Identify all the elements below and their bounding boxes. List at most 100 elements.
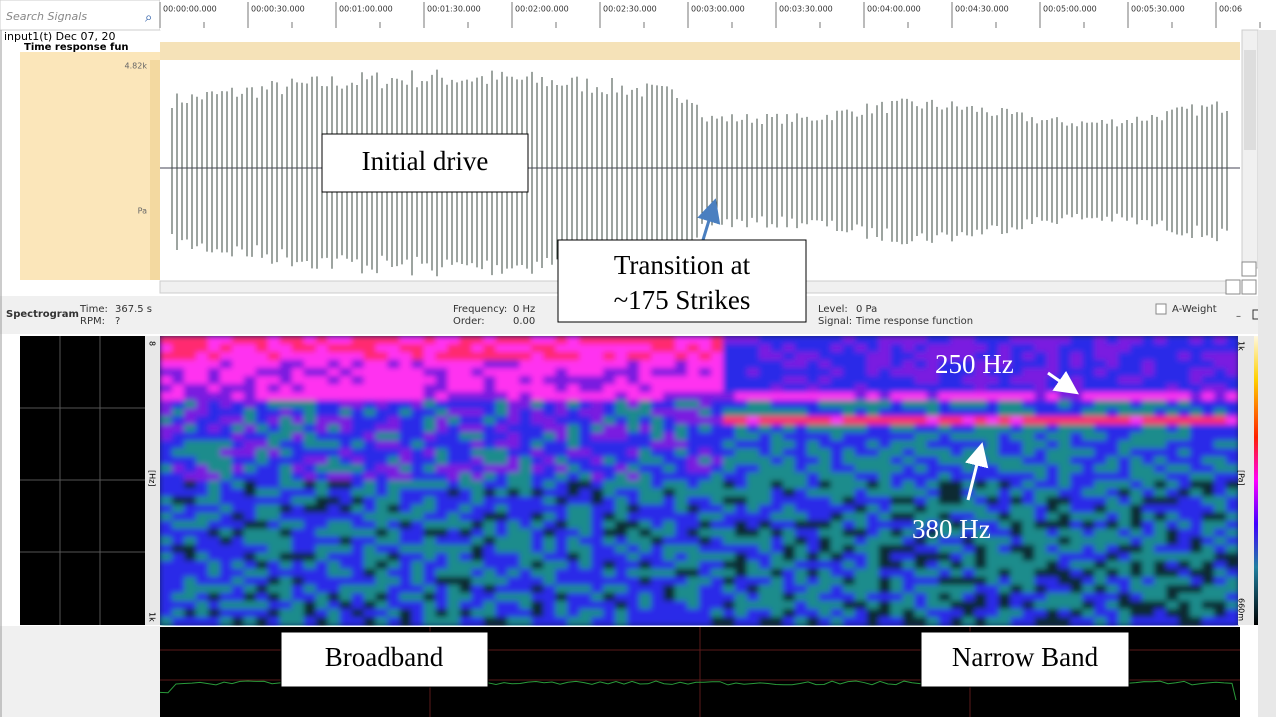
spectrogram-cell	[171, 440, 185, 449]
spectrogram-cell	[207, 424, 221, 433]
checkbox[interactable]	[1155, 303, 1167, 315]
spectrogram-cell	[770, 504, 784, 514]
spectrogram-cell	[603, 520, 616, 530]
spectrogram-cell	[1106, 368, 1119, 377]
spectrogram-cell	[782, 536, 796, 546]
spectrogram-cell	[603, 400, 616, 409]
spectrogram-cell	[1202, 432, 1215, 441]
spectrogram-cell	[507, 400, 520, 409]
spectrogram-cell	[914, 568, 928, 578]
spectrogram-cell	[1130, 544, 1143, 554]
spectrogram-cell	[1130, 608, 1143, 618]
spectrogram-cell	[722, 400, 736, 409]
minimize-button[interactable]: –	[1236, 311, 1241, 322]
spectrogram-cell	[806, 552, 820, 562]
spectrogram-cell	[1154, 464, 1167, 474]
spectrogram-cell	[531, 536, 544, 546]
value: 0 Hz	[513, 304, 535, 315]
spectrogram-cell	[327, 464, 341, 474]
spectrogram-cell	[471, 560, 484, 570]
spectrogram-cell	[806, 528, 820, 538]
spectrogram-cell	[399, 568, 413, 578]
spectrogram-cell	[567, 576, 580, 586]
spectrogram-cell	[878, 376, 892, 385]
spectrogram-cell	[1010, 544, 1023, 554]
spectrogram-cell	[243, 592, 257, 602]
spectrogram-cell	[687, 520, 700, 530]
spectrogram-cell	[459, 472, 473, 482]
spectrogram-cell	[1034, 616, 1047, 626]
spectrogram-cell	[279, 512, 293, 522]
spectrogram-cell	[1058, 448, 1071, 458]
spectrogram-cell	[1166, 440, 1179, 449]
spectrogram-cell	[854, 560, 868, 570]
spectrogram-cell	[1142, 336, 1155, 345]
spectrogram-cell	[1202, 568, 1215, 578]
spectrogram-cell	[651, 600, 664, 610]
spectrogram-cell	[303, 440, 317, 449]
spectrogram-cell	[579, 448, 592, 458]
zoom-button[interactable]	[1241, 261, 1257, 277]
spectrogram-cell	[1142, 552, 1155, 562]
spectrogram-cell	[303, 408, 317, 417]
spectrogram-cell	[195, 584, 209, 594]
spectrogram-cell	[279, 352, 293, 361]
spectrogram-cell	[603, 456, 616, 466]
spectrogram-cell	[627, 560, 640, 570]
spectrogram-cell	[998, 376, 1012, 385]
spectrogram-cell	[231, 424, 245, 433]
spectrogram-cell	[663, 528, 676, 538]
spectrogram-cell	[171, 400, 185, 409]
spectrogram-cell	[543, 336, 556, 345]
spectrogram-cell	[1106, 392, 1119, 401]
spectrogram-cell	[794, 496, 808, 506]
spectrogram-cell	[579, 408, 592, 417]
spectrogram-cell	[303, 344, 317, 353]
spectrogram-cell	[950, 368, 964, 377]
spectrogram-cell	[758, 376, 772, 385]
spectrogram-cell	[710, 560, 724, 570]
spectrogram-cell	[830, 496, 844, 506]
tree-item[interactable]: Time response fun	[24, 42, 129, 53]
spectrogram-cell	[926, 504, 940, 514]
spectrogram-cell	[710, 600, 724, 610]
spectrogram-cell	[986, 336, 1000, 345]
spectrogram-cell	[447, 496, 461, 506]
spectrogram-cell	[615, 440, 628, 449]
search-icon[interactable]: ⌕	[145, 11, 152, 26]
spectrogram-cell	[231, 552, 245, 562]
spectrogram-cell	[746, 576, 760, 586]
zoom-button[interactable]	[1241, 279, 1257, 295]
spectrogram-cell	[734, 408, 748, 417]
spectrogram-cell	[471, 600, 484, 610]
spectrogram-cell	[758, 368, 772, 377]
spectrogram-cell	[1190, 576, 1203, 586]
search-box[interactable]	[0, 0, 161, 31]
spectrogram-cell	[195, 600, 209, 610]
spectrogram-cell	[782, 416, 796, 425]
spectrogram-cell	[291, 336, 305, 345]
scroll-thumb[interactable]	[1244, 50, 1256, 150]
spectrogram-cell	[1202, 560, 1215, 570]
tree-item[interactable]: input1(t) Dec 07, 20	[4, 30, 115, 43]
spectrogram-cell	[411, 448, 425, 458]
zoom-button[interactable]	[1225, 279, 1241, 295]
spectrogram-cell	[483, 440, 496, 449]
spectrogram-cell	[327, 416, 341, 425]
spectrogram-cell	[591, 552, 604, 562]
spectrogram-cell	[830, 600, 844, 610]
spectrogram-cell	[1106, 432, 1119, 441]
spectrogram-cell	[651, 464, 664, 474]
checkbox-label[interactable]: A-Weight	[1172, 304, 1217, 315]
spectrogram-cell	[519, 368, 532, 377]
spectrogram-cell	[1214, 504, 1227, 514]
spectrogram-cell	[387, 496, 401, 506]
spectrogram-cell	[387, 432, 401, 441]
spectrogram-cell	[1058, 592, 1071, 602]
spectrogram-cell	[171, 408, 185, 417]
spectrogram-cell	[1022, 392, 1035, 401]
spectrogram-cell	[902, 440, 916, 449]
spectrogram-cell	[279, 360, 293, 369]
spectrogram-cell	[267, 560, 281, 570]
spectrogram-cell	[267, 600, 281, 610]
